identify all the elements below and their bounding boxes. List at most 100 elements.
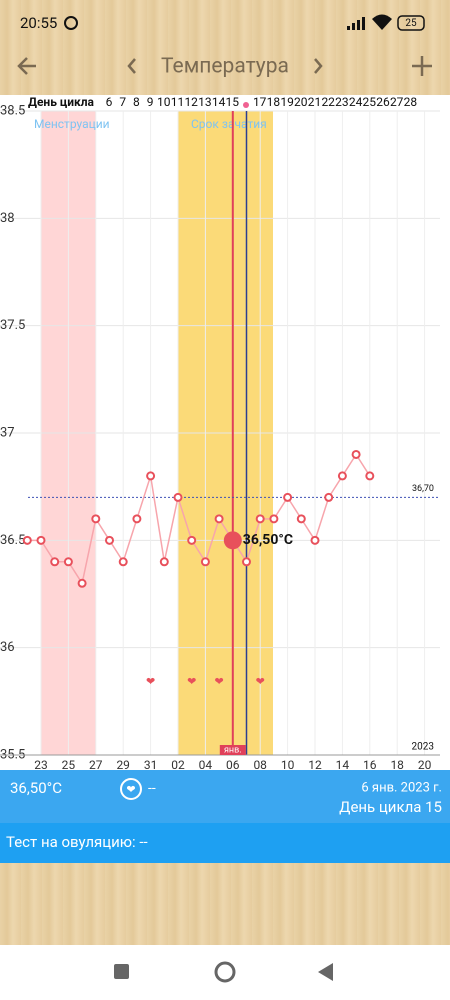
cycle-day: 13 [198, 95, 212, 109]
cycle-day: 23 [335, 95, 349, 109]
month-box [219, 745, 246, 755]
x-tick-label: 16 [363, 758, 377, 772]
x-tick-label: 31 [144, 758, 158, 772]
coverline-label: 36,70 [412, 484, 434, 494]
cycle-day: 14 [212, 95, 226, 109]
prev-button[interactable] [127, 58, 136, 74]
data-point [269, 514, 279, 524]
data-point [91, 514, 101, 524]
back-nav-button[interactable] [318, 963, 333, 981]
cycle-day: 15 [226, 95, 240, 109]
data-point [77, 578, 87, 588]
cycle-day: 9 [147, 95, 154, 109]
heart-button[interactable] [120, 778, 142, 800]
recents-button[interactable] [114, 964, 129, 979]
ovulation-panel [0, 823, 450, 863]
intercourse-heart: ❤ [214, 675, 223, 688]
data-point [105, 535, 114, 545]
cycle-day: 6 [106, 95, 113, 109]
band-label: Менструации [34, 117, 110, 131]
cycle-day-title: День цикла [28, 95, 95, 109]
x-tick-label: 12 [308, 758, 322, 772]
x-tick-label: 04 [199, 758, 213, 772]
x-tick-label: 06 [226, 758, 240, 772]
cycle-day: 12 [184, 95, 198, 109]
x-tick-label: 27 [89, 758, 103, 772]
x-tick-label: 25 [62, 758, 76, 772]
selected-label: 36,50°C [243, 532, 293, 548]
intercourse-heart: ❤ [146, 675, 155, 688]
data-point [36, 535, 46, 545]
back-button[interactable] [17, 57, 36, 75]
intercourse-heart: ❤ [187, 675, 196, 688]
signal-icons [347, 14, 392, 30]
data-point [242, 557, 251, 567]
y-tick-label: 36.5 [0, 533, 25, 548]
data-point [187, 535, 197, 545]
status-time: 20:55 [20, 14, 57, 32]
page-title: Температура [161, 55, 289, 79]
data-point [310, 535, 320, 545]
year-label: 2023 [412, 742, 434, 753]
data-point [173, 492, 183, 502]
band-label: Срок зачатия [191, 117, 267, 131]
y-tick-label: 37 [0, 425, 15, 440]
cycle-day: 26 [376, 95, 390, 109]
battery [397, 15, 425, 31]
data-point [296, 514, 306, 524]
data-point [337, 471, 347, 481]
data-point [200, 557, 210, 567]
cycle-day: 28 [404, 95, 418, 109]
selected-point [223, 531, 242, 550]
x-tick-label: 29 [116, 758, 130, 772]
x-tick-label: 23 [34, 758, 48, 772]
data-point [159, 557, 169, 567]
home-button[interactable] [214, 961, 236, 983]
cycle-day: 25 [363, 95, 377, 109]
nav-bar [0, 945, 450, 1000]
data-point [146, 471, 156, 481]
cycle-day: 10 [157, 95, 171, 109]
cycle-day: 18 [267, 95, 281, 109]
add-button[interactable] [412, 56, 432, 76]
month-label: янв. [224, 745, 242, 755]
cycle-day: 19 [280, 95, 294, 109]
cycle-day: 22 [321, 95, 335, 109]
panel-intercourse: -- [148, 781, 156, 797]
data-point [255, 514, 265, 524]
cycle-day: 20 [294, 95, 308, 109]
x-tick-label: 08 [253, 758, 267, 772]
alarm-icon [64, 16, 78, 30]
data-point [214, 514, 224, 524]
data-point [63, 557, 73, 567]
y-tick-label: 38 [0, 211, 15, 226]
data-point [365, 471, 375, 481]
x-tick-label: 02 [171, 758, 185, 772]
heart-icon: ❤ [126, 783, 135, 796]
next-button[interactable] [314, 58, 323, 74]
info-panel [0, 770, 450, 823]
ovulation-test: Тест на овуляцию: -- [6, 833, 148, 851]
x-tick-label: 18 [390, 758, 404, 772]
cycle-day: 21 [308, 95, 322, 109]
y-tick-label: 37.5 [0, 318, 25, 333]
cycle-day: 7 [119, 95, 126, 109]
data-point [283, 492, 293, 502]
x-tick-label: 20 [418, 758, 432, 772]
x-tick-label: 14 [336, 758, 350, 772]
data-point [132, 514, 142, 524]
cycle-day: 27 [390, 95, 404, 109]
cycle-day: 17 [253, 95, 267, 109]
data-point [324, 492, 334, 502]
cycle-day: 11 [171, 95, 185, 109]
y-tick-label: 38.5 [0, 103, 25, 118]
cycle-day: 24 [349, 95, 363, 109]
today-dot [243, 102, 249, 108]
data-point [50, 557, 60, 567]
data-point [351, 449, 361, 459]
intercourse-heart: ❤ [256, 675, 265, 688]
cycle-day: 8 [133, 95, 140, 109]
